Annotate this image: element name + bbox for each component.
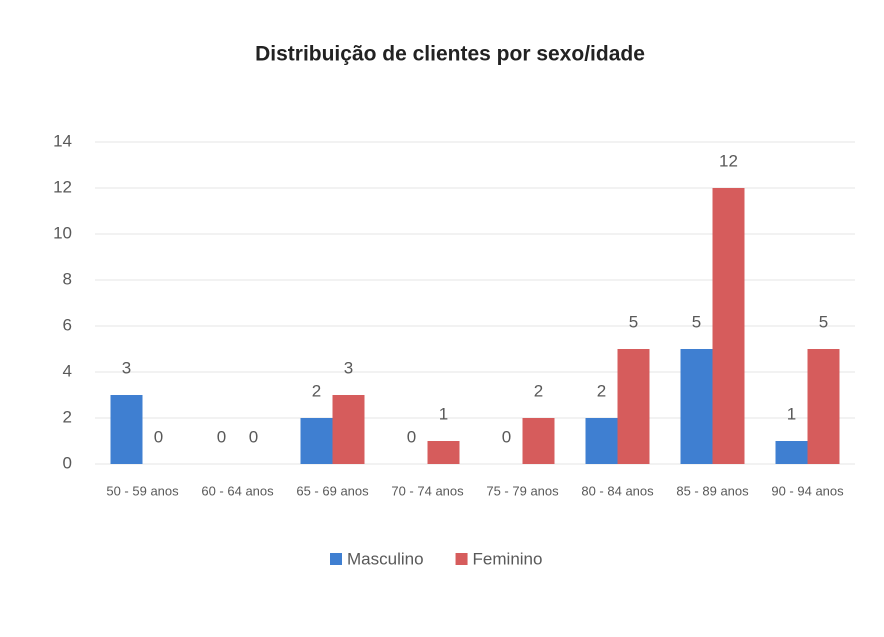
y-tick-label: 8 (63, 269, 72, 288)
bar (807, 349, 840, 464)
data-label: 5 (819, 312, 828, 331)
x-tick-label: 80 - 84 anos (581, 483, 654, 498)
bar (332, 395, 365, 464)
y-tick-label: 2 (63, 407, 72, 426)
data-label: 12 (719, 151, 738, 170)
x-tick-label: 75 - 79 anos (486, 483, 559, 498)
bar (585, 418, 618, 464)
bar (427, 441, 460, 464)
data-label: 1 (787, 404, 796, 423)
y-tick-label: 4 (63, 361, 72, 380)
bar (712, 188, 745, 464)
bar (680, 349, 713, 464)
y-tick-label: 14 (53, 131, 72, 150)
legend-label: Masculino (347, 549, 424, 568)
data-label: 3 (344, 358, 353, 377)
y-tick-label: 0 (63, 453, 72, 472)
y-tick-label: 10 (53, 223, 72, 242)
y-tick-label: 6 (63, 315, 72, 334)
bar (775, 441, 808, 464)
data-label: 0 (249, 427, 258, 446)
data-label: 2 (312, 381, 321, 400)
x-tick-label: 85 - 89 anos (676, 483, 749, 498)
x-tick-label: 70 - 74 anos (391, 483, 464, 498)
data-label: 5 (629, 312, 638, 331)
data-label: 0 (217, 427, 226, 446)
data-label: 2 (534, 381, 543, 400)
data-label: 5 (692, 312, 701, 331)
data-label: 2 (597, 381, 606, 400)
data-label: 0 (154, 427, 163, 446)
data-label: 3 (122, 358, 131, 377)
y-tick-label: 12 (53, 177, 72, 196)
x-tick-label: 50 - 59 anos (106, 483, 179, 498)
chart-title: Distribuição de clientes por sexo/idade (255, 43, 645, 66)
x-tick-label: 65 - 69 anos (296, 483, 369, 498)
data-label: 0 (502, 427, 511, 446)
bar (522, 418, 555, 464)
legend-swatch (455, 553, 468, 565)
bar (110, 395, 143, 464)
data-label: 1 (439, 404, 448, 423)
x-tick-label: 90 - 94 anos (771, 483, 844, 498)
legend-label: Feminino (473, 549, 543, 568)
x-tick-label: 60 - 64 anos (201, 483, 274, 498)
bar (300, 418, 333, 464)
bar (617, 349, 650, 464)
legend-swatch (330, 553, 342, 565)
data-label: 0 (407, 427, 416, 446)
